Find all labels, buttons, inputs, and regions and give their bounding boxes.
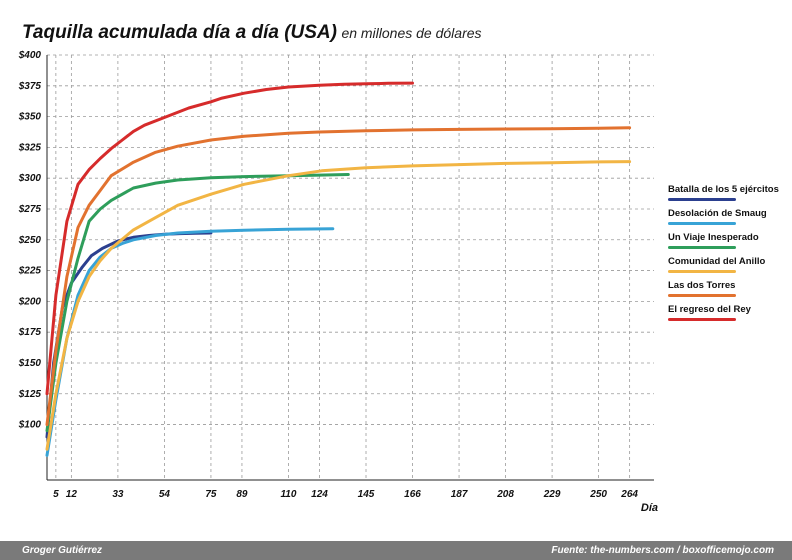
y-tick-label: $375 <box>18 81 42 92</box>
x-tick-label: 166 <box>404 489 421 500</box>
x-tick-label: 33 <box>112 489 124 500</box>
x-tick-label: 264 <box>620 489 638 500</box>
x-axis-label: Día <box>641 502 658 514</box>
line-chart: $100 $125 $150 $175 $200 $225 $250 $275 $300 $325… <box>18 50 658 514</box>
footer-author: Groger Gutiérrez <box>22 545 103 556</box>
legend-label: Batalla de los 5 ejércitos <box>668 184 779 195</box>
legend-item: Un Viaje Inesperado <box>668 232 788 256</box>
legend-swatch <box>668 246 736 249</box>
x-tick-label: 250 <box>589 489 607 500</box>
x-tick-label: 89 <box>236 489 248 500</box>
y-tick-label: $200 <box>18 296 42 307</box>
chart-title: Taquilla acumulada día a día (USA) <box>22 22 337 43</box>
x-tick-label: 229 <box>543 489 561 500</box>
legend-swatch <box>668 294 736 297</box>
y-tick-label: $350 <box>18 112 42 123</box>
series-line <box>45 231 213 439</box>
legend-swatch <box>668 270 736 273</box>
legend-label: El regreso del Rey <box>668 304 751 315</box>
footer-source: Fuente: the-numbers.com / boxofficemojo.… <box>551 545 774 556</box>
series-line <box>45 160 632 451</box>
x-tick-label: 54 <box>159 489 171 500</box>
y-tick-label: $275 <box>18 204 42 215</box>
legend: Batalla de los 5 ejércitos Desolación de … <box>668 184 788 328</box>
x-tick-label: 208 <box>496 489 514 500</box>
legend-item: Comunidad del Anillo <box>668 256 788 280</box>
legend-item: El regreso del Rey <box>668 304 788 328</box>
y-tick-label: $325 <box>18 142 42 153</box>
y-tick-label: $100 <box>18 420 42 431</box>
x-tick-label: 124 <box>311 489 328 500</box>
legend-item: Las dos Torres <box>668 280 788 304</box>
x-tick-label: 110 <box>280 489 296 500</box>
x-tick-label: 5 <box>53 489 59 500</box>
legend-label: Un Viaje Inesperado <box>668 232 759 243</box>
y-tick-label: $250 <box>18 235 42 246</box>
series-line <box>45 81 414 396</box>
x-tick-label: 75 <box>205 489 217 500</box>
series-line <box>45 126 632 427</box>
chart-title-block: Taquilla acumulada día a día (USA) en mi… <box>22 22 482 44</box>
y-tick-label: $125 <box>18 389 42 400</box>
legend-swatch <box>668 222 736 225</box>
x-tick-label: 145 <box>358 489 375 500</box>
legend-swatch <box>668 198 736 201</box>
legend-label: Comunidad del Anillo <box>668 256 766 267</box>
legend-label: Las dos Torres <box>668 280 736 291</box>
y-tick-label: $150 <box>18 358 42 369</box>
y-tick-label: $300 <box>18 173 42 184</box>
legend-label: Desolación de Smaug <box>668 208 767 219</box>
chart-subtitle: en millones de dólares <box>341 25 482 41</box>
y-tick-label: $175 <box>18 327 42 338</box>
legend-item: Batalla de los 5 ejércitos <box>668 184 788 208</box>
x-tick-label: 187 <box>451 489 468 500</box>
x-tick-label: 12 <box>66 489 78 500</box>
y-tick-label: $225 <box>18 266 42 277</box>
footer-bar: Groger Gutiérrez Fuente: the-numbers.com… <box>0 541 792 560</box>
series-line <box>45 227 335 457</box>
legend-item: Desolación de Smaug <box>668 208 788 232</box>
series-line <box>45 173 350 433</box>
y-tick-label: $400 <box>18 50 42 61</box>
legend-swatch <box>668 318 736 321</box>
